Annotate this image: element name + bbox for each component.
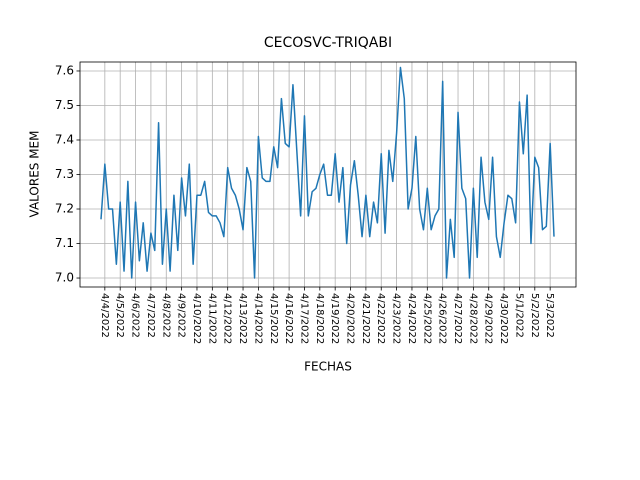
y-tick-label: 7.6 — [55, 63, 74, 77]
x-tick-label: 4/21/2022 — [360, 293, 371, 344]
x-tick-label: 4/17/2022 — [298, 293, 309, 344]
y-tick-label: 7.4 — [55, 132, 74, 146]
x-tick-label: 4/22/2022 — [375, 293, 386, 344]
x-tick-label: 5/1/2022 — [513, 293, 524, 338]
y-tick-label: 7.2 — [55, 202, 74, 216]
x-tick-label: 4/26/2022 — [437, 293, 448, 344]
x-tick-label: 4/4/2022 — [99, 293, 110, 338]
x-tick-label: 4/28/2022 — [467, 293, 478, 344]
x-tick-label: 4/11/2022 — [206, 293, 217, 344]
x-tick-label: 4/16/2022 — [283, 293, 294, 344]
y-tick-label: 7.5 — [55, 98, 74, 112]
x-tick-label: 4/27/2022 — [452, 293, 463, 344]
x-tick-label: 4/9/2022 — [176, 293, 187, 338]
x-tick-label: 4/15/2022 — [268, 293, 279, 344]
x-tick-label: 4/14/2022 — [252, 293, 263, 344]
x-tick-label: 4/5/2022 — [114, 293, 125, 338]
x-tick-label: 5/3/2022 — [544, 293, 555, 338]
x-tick-label: 4/30/2022 — [498, 293, 509, 344]
x-tick-label: 4/8/2022 — [160, 293, 171, 338]
x-axis-label: FECHAS — [304, 360, 352, 374]
x-tick-label: 4/29/2022 — [483, 293, 494, 344]
plot-frame — [79, 61, 577, 288]
x-tick-label: 4/10/2022 — [191, 293, 202, 344]
chart-title: CECOSVC-TRIQABI — [264, 35, 392, 51]
x-tick-label: 4/7/2022 — [145, 293, 156, 338]
x-tick-label: 4/12/2022 — [222, 293, 233, 344]
y-tick-label: 7.0 — [55, 271, 74, 285]
x-tick-label: 5/2/2022 — [529, 293, 540, 338]
y-tick-label: 7.1 — [55, 236, 74, 250]
x-tick-label: 4/13/2022 — [237, 293, 248, 344]
data-line — [100, 66, 555, 279]
y-axis-label: VALORES MEM — [28, 131, 42, 218]
x-tick-label: 4/20/2022 — [345, 293, 356, 344]
x-tick-label: 4/25/2022 — [421, 293, 432, 344]
x-tick-label: 4/18/2022 — [314, 293, 325, 344]
x-tick-label: 4/6/2022 — [130, 293, 141, 338]
y-tick-label: 7.3 — [55, 167, 74, 181]
x-tick-label: 4/23/2022 — [391, 293, 402, 344]
x-tick-label: 4/19/2022 — [329, 293, 340, 344]
x-tick-label: 4/24/2022 — [406, 293, 417, 344]
